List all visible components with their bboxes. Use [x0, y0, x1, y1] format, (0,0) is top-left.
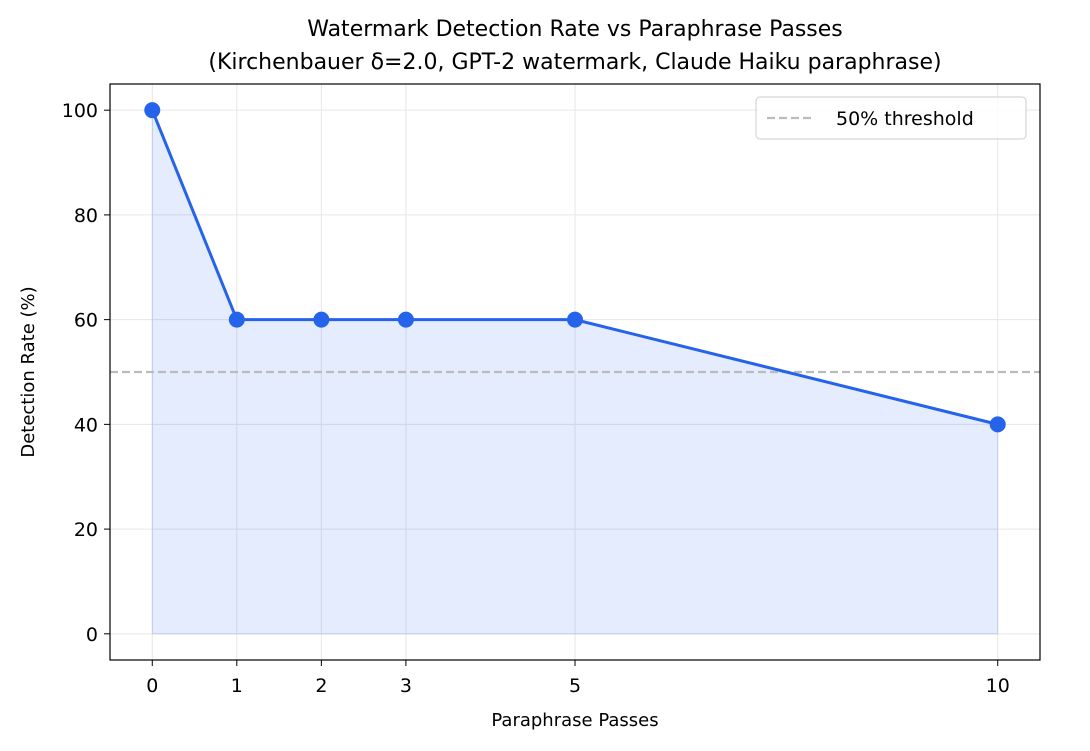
y-tick-label: 100	[62, 100, 98, 122]
x-tick-label: 1	[231, 675, 243, 697]
y-tick-label: 80	[74, 205, 98, 227]
y-tick-label: 60	[74, 310, 98, 332]
data-point	[989, 416, 1006, 433]
x-tick-label: 2	[315, 675, 327, 697]
data-point	[397, 311, 414, 328]
y-axis-label: Detection Rate (%)	[18, 286, 39, 457]
plot-frame	[109, 83, 1041, 661]
x-tick-label: 5	[569, 675, 581, 697]
data-point	[228, 311, 245, 328]
y-tick-label: 20	[74, 519, 98, 541]
x-axis-label: Paraphrase Passes	[491, 710, 658, 731]
series-line-segment	[150, 109, 239, 321]
chart-title: Watermark Detection Rate vs Paraphrase P…	[307, 17, 843, 42]
x-tick-label: 3	[400, 675, 412, 697]
x-tick-label: 10	[986, 675, 1010, 697]
data-point	[313, 311, 330, 328]
y-tick-label: 40	[74, 414, 98, 436]
chart-subtitle: (Kirchenbauer δ=2.0, GPT-2 watermark, Cl…	[208, 50, 941, 75]
data-point	[144, 102, 161, 119]
y-tick-label: 0	[86, 624, 98, 646]
x-tick-label: 0	[146, 675, 158, 697]
data-point	[567, 311, 583, 328]
legend: 50% threshold	[755, 96, 1027, 140]
series-line-segment	[574, 318, 999, 426]
legend-threshold-label: 50% threshold	[836, 108, 974, 130]
